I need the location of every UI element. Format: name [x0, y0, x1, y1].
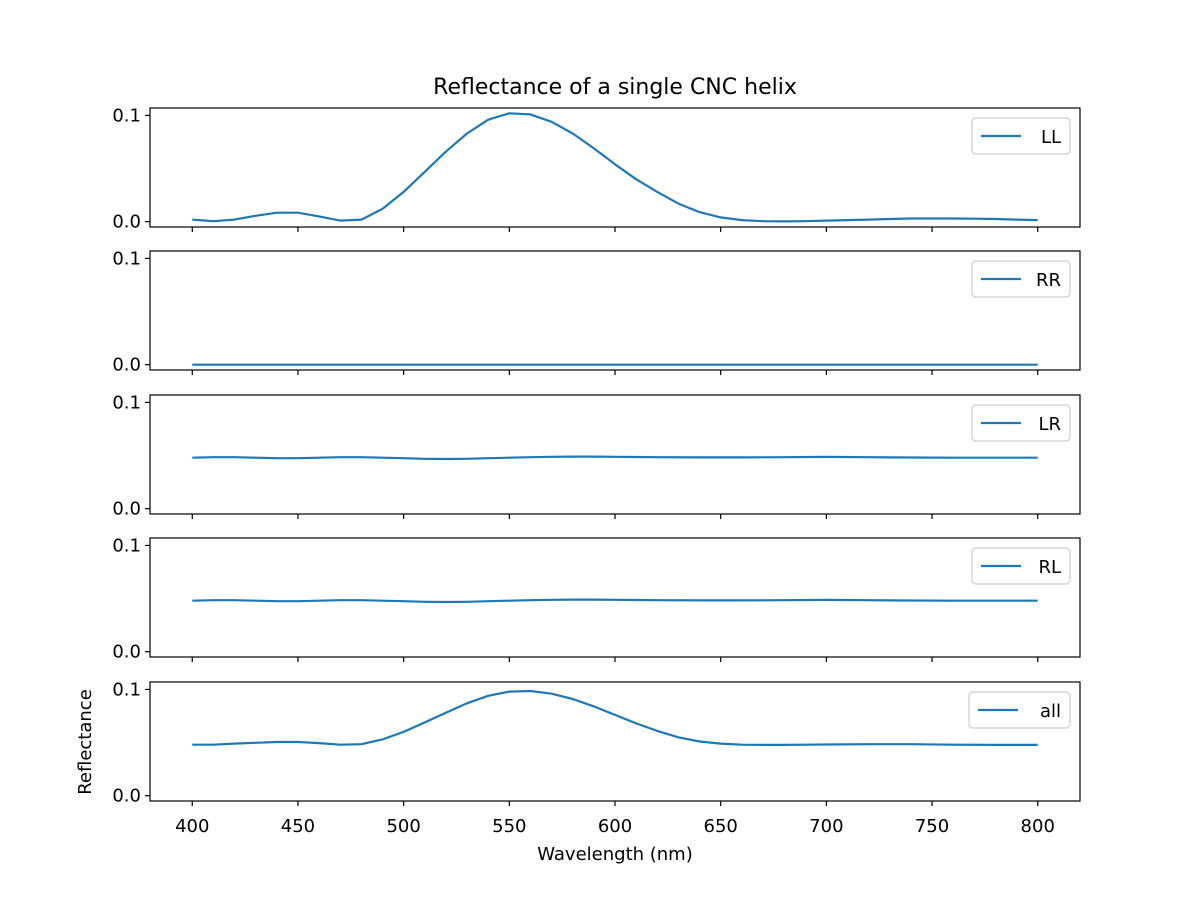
legend-label: all	[1040, 701, 1061, 722]
legend-label: RR	[1036, 270, 1061, 291]
x-tick-label: 750	[915, 816, 949, 837]
x-tick-label: 500	[386, 816, 420, 837]
y-tick-label: 0.0	[112, 642, 141, 663]
y-tick-label: 0.1	[112, 248, 141, 269]
legend-label: LR	[1038, 414, 1061, 435]
series-line-LL	[192, 112, 1038, 223]
subplot-LL: 0.0 0.1 LL	[112, 105, 1081, 233]
y-tick-label: 0.1	[112, 679, 141, 700]
subplot-RR: 0.0 0.1 RR	[112, 248, 1081, 376]
x-tick-label: 650	[704, 816, 738, 837]
axes-frame-RR	[149, 250, 1081, 371]
legend-label: LL	[1041, 127, 1061, 148]
legend-all: all	[968, 691, 1071, 729]
legend-label: RL	[1038, 557, 1061, 578]
axes-frame-RL	[149, 537, 1081, 658]
chart-title: Reflectance of a single CNC helix	[433, 75, 797, 100]
series-line-LR	[192, 455, 1038, 461]
x-axis-label: Wavelength (nm)	[537, 844, 693, 865]
y-tick-label: 0.0	[112, 786, 141, 807]
legend-LL: LL	[971, 117, 1071, 155]
x-tick-label: 800	[1021, 816, 1055, 837]
subplot-all: 0.0 0.1 all	[112, 679, 1081, 807]
x-tick-label: 450	[281, 816, 315, 837]
legend-RR: RR	[971, 260, 1071, 298]
series-line-RL	[192, 598, 1038, 604]
axes-frame-all	[149, 681, 1081, 802]
x-tick-label: 550	[492, 816, 526, 837]
series-line-all	[192, 689, 1038, 746]
y-tick-label: 0.1	[112, 105, 141, 126]
legend-RL: RL	[971, 547, 1071, 585]
x-tick-label: 600	[598, 816, 632, 837]
axes-frame-LL	[149, 107, 1081, 228]
subplot-RL: 0.0 0.1 RL	[112, 535, 1081, 663]
x-tick-label: 700	[809, 816, 843, 837]
y-tick-label: 0.1	[112, 535, 141, 556]
legend-box	[968, 691, 1071, 729]
x-axis-ticks: 400 450 500 550 600 650 700 750 800	[175, 816, 1055, 837]
x-tick-label: 400	[175, 816, 209, 837]
y-tick-label: 0.0	[112, 499, 141, 520]
subplot-LR: 0.0 0.1 LR	[112, 392, 1081, 520]
y-tick-label: 0.1	[112, 392, 141, 413]
y-axis-label: Reflectance	[75, 689, 96, 795]
axes-frame-LR	[149, 394, 1081, 515]
subplot-panels: 0.0 0.1 LL 0.0 0.1 RR 0.0 0.1 LR 0.0 0.1 RL 0.0 0.1 al…	[112, 105, 1081, 807]
legend-LR: LR	[971, 404, 1071, 442]
y-tick-label: 0.0	[112, 355, 141, 376]
y-tick-label: 0.0	[112, 212, 141, 233]
